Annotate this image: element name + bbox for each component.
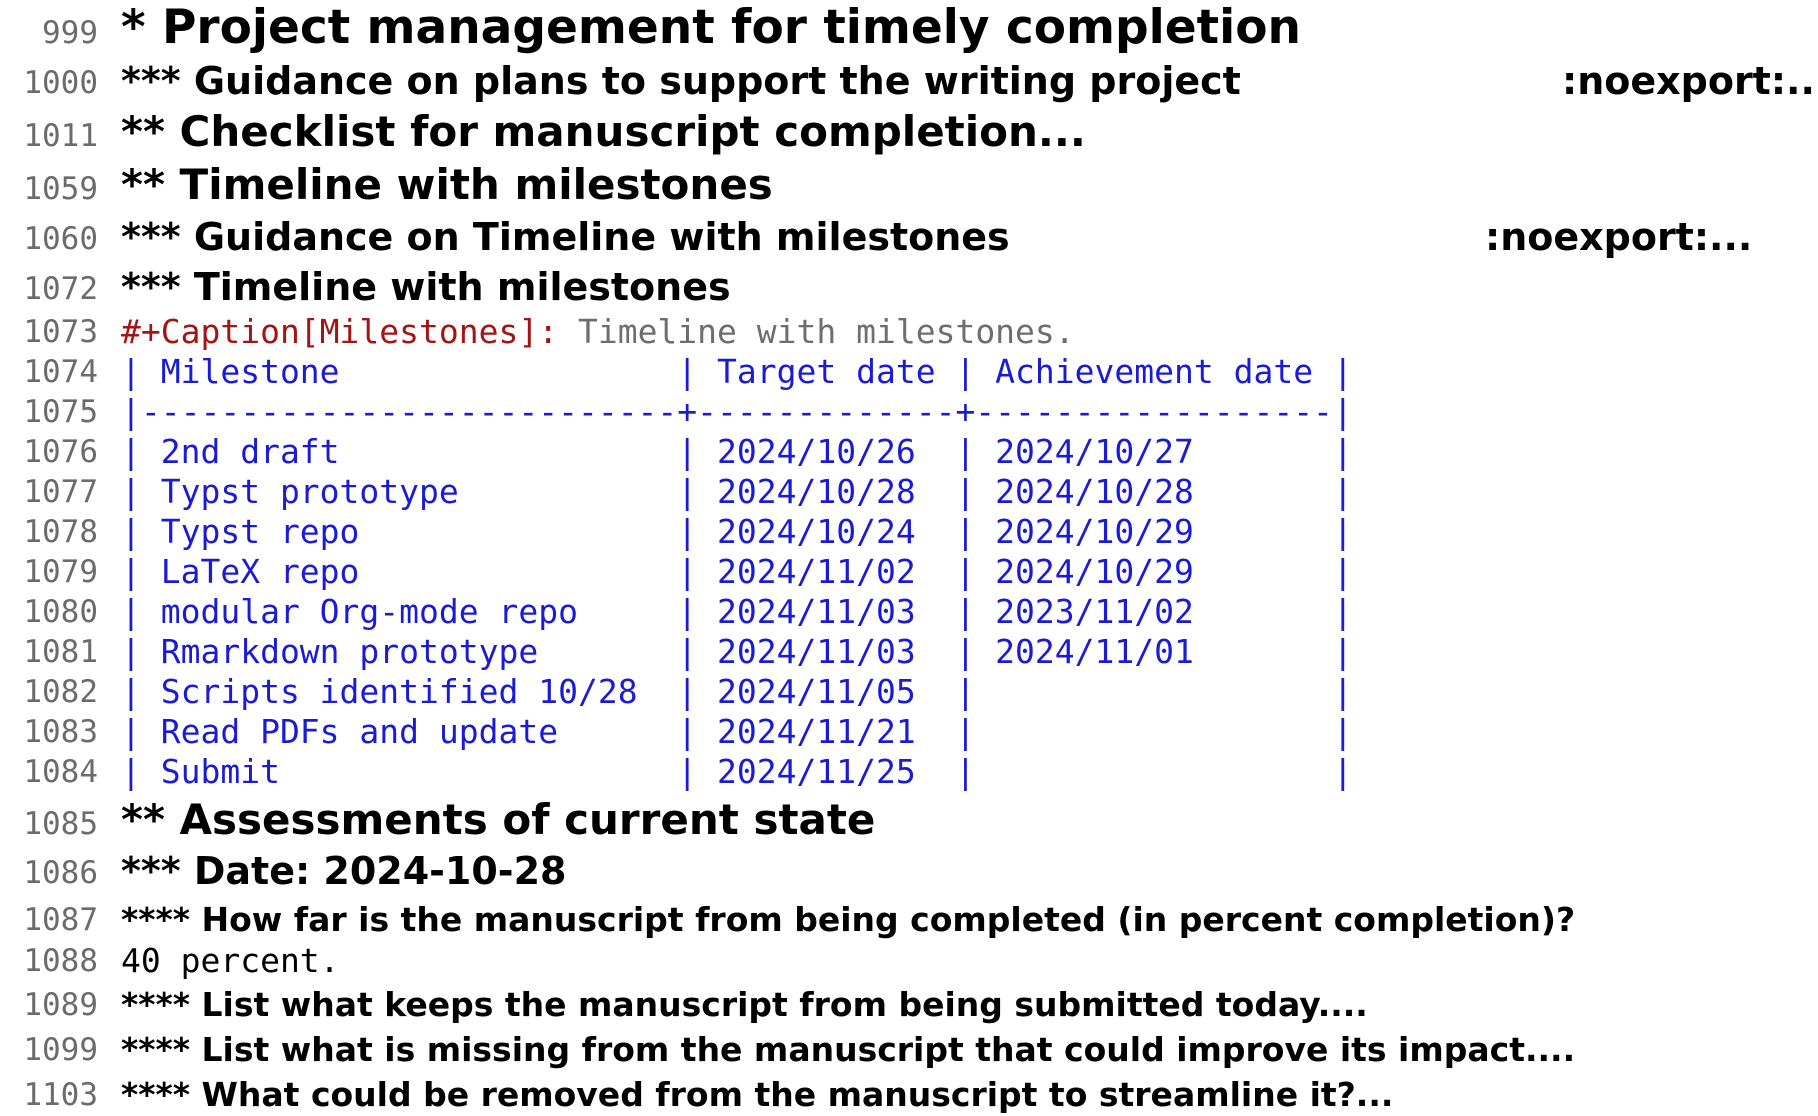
line-number: 1084 (23, 754, 98, 790)
line-number: 1011 (23, 118, 98, 154)
outline-line-1059[interactable]: 1059 ** Timeline with milestones (0, 164, 1818, 236)
line-number: 1079 (23, 554, 98, 590)
heading-level-3[interactable]: *** Guidance on Timeline with milestones (121, 215, 1010, 259)
body-line-1088[interactable]: 1088 40 percent. (0, 944, 1818, 1016)
heading-level-2[interactable]: ** Assessments of current state (121, 795, 876, 844)
table-row[interactable]: 1076 | 2nd draft | 2024/10/26 | 2024/10/… (0, 435, 1818, 507)
heading-level-2[interactable]: ** Timeline with milestones (121, 160, 773, 209)
outline-line-1011[interactable]: 1011 ** Checklist for manuscript complet… (0, 111, 1818, 183)
line-number: 1081 (23, 634, 98, 670)
table-row[interactable]: 1078 | Typst repo | 2024/10/24 | 2024/10… (0, 515, 1818, 587)
line-number: 1077 (23, 474, 98, 510)
outline-line-1103[interactable]: 1103 **** What could be removed from the… (0, 1078, 1818, 1116)
caption-line-1073[interactable]: 1073 #+Caption[Milestones]: Timeline wit… (0, 315, 1818, 387)
table-row[interactable]: 1082 | Scripts identified 10/28 | 2024/1… (0, 675, 1818, 747)
line-number: 1085 (23, 806, 98, 842)
outline-line-1089[interactable]: 1089 **** List what keeps the manuscript… (0, 988, 1818, 1060)
table-row[interactable]: 1080 | modular Org-mode repo | 2024/11/0… (0, 595, 1818, 667)
heading-level-4-collapsed[interactable]: **** List what is missing from the manus… (121, 1030, 1576, 1069)
table-row[interactable]: 1075 |---------------------------+------… (0, 395, 1818, 467)
table-header-row[interactable]: | Milestone | Target date | Achievement … (121, 352, 1353, 391)
heading-level-3[interactable]: *** Timeline with milestones (121, 265, 731, 309)
caption-value: Timeline with milestones. (558, 312, 1075, 351)
line-number: 1087 (23, 902, 98, 938)
line-number: 1075 (23, 394, 98, 430)
outline-line-1000[interactable]: 1000 *** Guidance on plans to support th… (0, 62, 1818, 152)
table-data-row[interactable]: | modular Org-mode repo | 2024/11/03 | 2… (121, 592, 1353, 631)
caption-keyword: #+Caption[Milestones]: (121, 312, 559, 351)
line-number: 1073 (23, 314, 98, 350)
caption[interactable]: #+Caption[Milestones]: Timeline with mil… (121, 315, 1075, 348)
table-data-row[interactable]: | LaTeX repo | 2024/11/02 | 2024/10/29 | (121, 552, 1353, 591)
heading-level-1[interactable]: * Project management for timely completi… (121, 0, 1301, 55)
table-data-row[interactable]: | Rmarkdown prototype | 2024/11/03 | 202… (121, 632, 1353, 671)
line-number: 1103 (23, 1077, 98, 1113)
outline-line-1085[interactable]: 1085 ** Assessments of current state (0, 799, 1818, 871)
line-number: 1060 (23, 221, 98, 257)
line-number: 1082 (23, 674, 98, 710)
heading-level-4-collapsed[interactable]: **** List what keeps the manuscript from… (121, 985, 1368, 1024)
line-number: 1080 (23, 594, 98, 630)
heading-level-4[interactable]: **** How far is the manuscript from bein… (121, 900, 1576, 939)
table-data-row[interactable]: | Submit | 2024/11/25 | | (121, 752, 1353, 791)
outline-line-1087[interactable]: 1087 **** How far is the manuscript from… (0, 903, 1818, 975)
line-number: 1088 (23, 943, 98, 979)
table-row[interactable]: 1079 | LaTeX repo | 2024/11/02 | 2024/10… (0, 555, 1818, 627)
table-data-row[interactable]: | Typst prototype | 2024/10/28 | 2024/10… (121, 472, 1353, 511)
outline-line-1086[interactable]: 1086 *** Date: 2024-10-28 (0, 852, 1818, 924)
noexport-tag[interactable]: :noexport:... (1562, 59, 1818, 103)
outline-line-999[interactable]: 999 * Project management for timely comp… (0, 4, 1818, 76)
line-number: 1086 (23, 855, 98, 891)
table-row[interactable]: 1083 | Read PDFs and update | 2024/11/21… (0, 715, 1818, 787)
line-number: 1078 (23, 514, 98, 550)
line-number: 1076 (23, 434, 98, 470)
outline-line-1060[interactable]: 1060 *** Guidance on Timeline with miles… (0, 218, 1818, 308)
table-row[interactable]: 1081 | Rmarkdown prototype | 2024/11/03 … (0, 635, 1818, 707)
outline-line-1099[interactable]: 1099 **** List what is missing from the … (0, 1033, 1818, 1105)
line-number: 999 (42, 15, 98, 51)
table-data-row[interactable]: | 2nd draft | 2024/10/26 | 2024/10/27 | (121, 432, 1353, 471)
heading-level-3[interactable]: *** Guidance on plans to support the wri… (121, 59, 1241, 103)
table-data-row[interactable]: | Read PDFs and update | 2024/11/21 | | (121, 712, 1353, 751)
table-separator-row[interactable]: |---------------------------+-----------… (121, 392, 1353, 431)
table-data-row[interactable]: | Scripts identified 10/28 | 2024/11/05 … (121, 672, 1353, 711)
line-number: 1059 (23, 171, 98, 207)
line-number: 1000 (23, 65, 98, 101)
heading-level-2-collapsed[interactable]: ** Checklist for manuscript completion..… (121, 107, 1086, 156)
line-number: 1074 (23, 354, 98, 390)
heading-level-3[interactable]: *** Date: 2024-10-28 (121, 849, 567, 893)
heading-level-4-collapsed[interactable]: **** What could be removed from the manu… (121, 1075, 1394, 1114)
line-number: 1083 (23, 714, 98, 750)
line-number: 1099 (23, 1032, 98, 1068)
table-row[interactable]: 1077 | Typst prototype | 2024/10/28 | 20… (0, 475, 1818, 547)
noexport-tag[interactable]: :noexport:... (1485, 215, 1753, 259)
body-text[interactable]: 40 percent. (121, 941, 340, 980)
table-row[interactable]: 1084 | Submit | 2024/11/25 | | (0, 755, 1818, 827)
line-number: 1072 (23, 271, 98, 307)
outline-line-1072[interactable]: 1072 *** Timeline with milestones (0, 268, 1818, 340)
table-data-row[interactable]: | Typst repo | 2024/10/24 | 2024/10/29 | (121, 512, 1353, 551)
line-number: 1089 (23, 987, 98, 1023)
table-row[interactable]: 1074 | Milestone | Target date | Achieve… (0, 355, 1818, 427)
